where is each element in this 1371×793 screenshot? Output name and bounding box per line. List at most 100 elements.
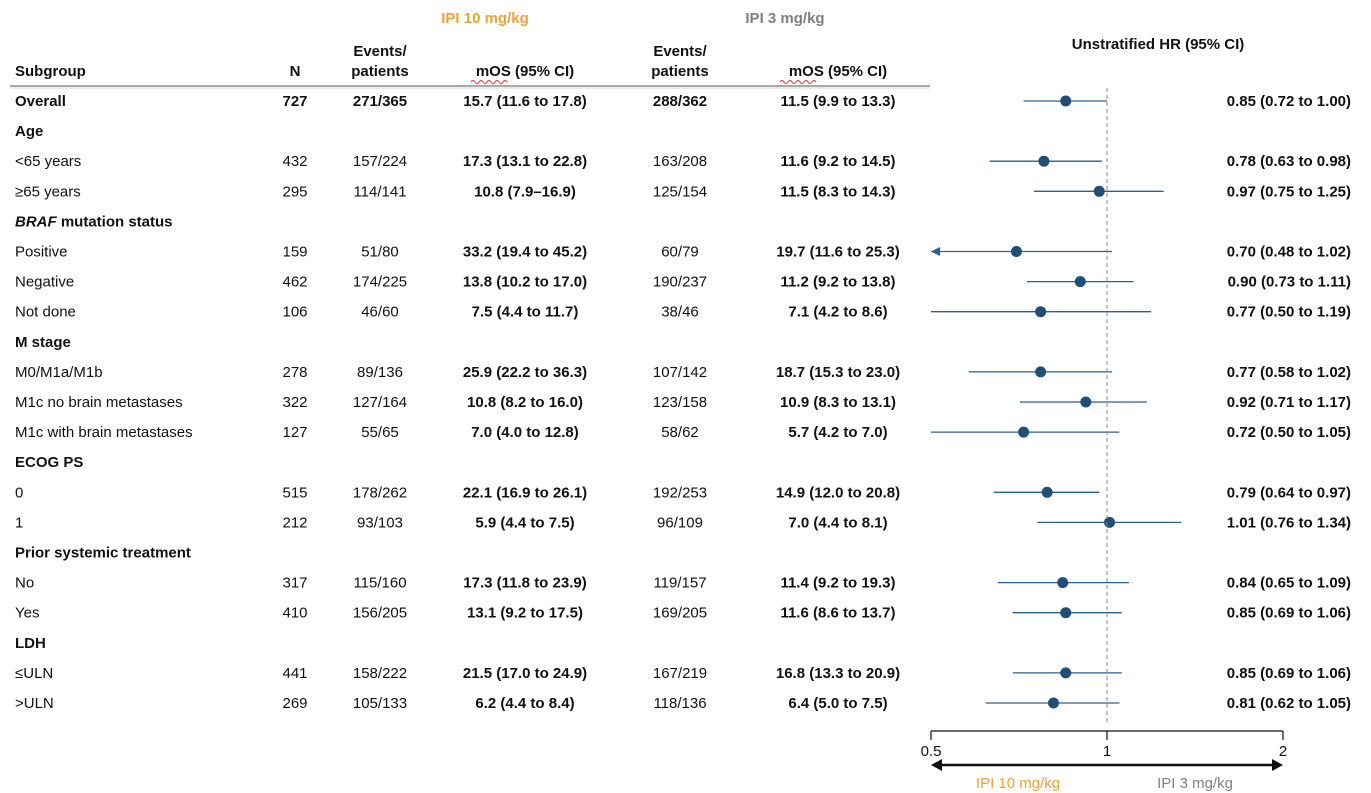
- x-axis-tick-label: 0.5: [921, 743, 942, 760]
- events-ipi10: 271/365: [353, 93, 407, 110]
- events-ipi10: 158/222: [353, 665, 407, 682]
- group-header-ipi10: IPI 10 mg/kg: [441, 10, 529, 27]
- subgroup-label: No: [15, 575, 34, 592]
- hr-point: [1074, 276, 1086, 288]
- mos-ipi3: 19.7 (11.6 to 25.3): [776, 244, 899, 261]
- events-ipi3: 190/237: [653, 274, 707, 291]
- mos-ipi10: 17.3 (13.1 to 22.8): [463, 153, 587, 170]
- hr-point: [1060, 667, 1072, 679]
- events-ipi3: 96/109: [657, 514, 703, 531]
- events-ipi10: 115/160: [353, 575, 406, 592]
- hr-point: [1047, 697, 1059, 709]
- hr-text: 0.97 (0.75 to 1.25): [1227, 183, 1351, 200]
- mos-ipi10: 13.8 (10.2 to 17.0): [463, 274, 587, 291]
- mos-ipi10: 13.1 (9.2 to 17.5): [467, 605, 583, 622]
- hr-text: 0.85 (0.69 to 1.06): [1227, 605, 1351, 622]
- mos-ipi3: 11.6 (8.6 to 13.7): [780, 605, 895, 622]
- subgroup-header-text: ECOG PS: [15, 454, 83, 471]
- subgroup-label: Not done: [15, 304, 76, 321]
- n-value: 269: [282, 695, 307, 712]
- hr-point: [1018, 426, 1030, 438]
- col-header-events3-line2: patients: [651, 63, 709, 80]
- hr-text: 0.85 (0.69 to 1.06): [1227, 665, 1351, 682]
- events-ipi10: 114/141: [353, 183, 406, 200]
- subgroup-header-text: Prior systemic treatment: [15, 545, 191, 562]
- subgroup-header: ECOG PS: [15, 454, 83, 471]
- x-axis-tick-label: 2: [1279, 743, 1287, 760]
- events-ipi3: 118/136: [653, 695, 706, 712]
- spellcheck-underline: [779, 80, 817, 84]
- mos-ipi10: 15.7 (11.6 to 17.8): [463, 93, 586, 110]
- mos-ipi10: 10.8 (7.9–16.9): [474, 183, 576, 200]
- col-header-events10-line2: patients: [351, 63, 409, 80]
- hr-text: 0.72 (0.50 to 1.05): [1227, 424, 1351, 441]
- events-ipi10: 105/133: [353, 695, 407, 712]
- events-ipi10: 157/224: [353, 153, 407, 170]
- events-ipi10: 156/205: [353, 605, 407, 622]
- subgroup-header-text: LDH: [15, 635, 46, 652]
- subgroup-label: ≥65 years: [15, 183, 81, 200]
- events-ipi10: 55/65: [361, 424, 399, 441]
- events-ipi3: 107/142: [653, 364, 707, 381]
- mos-ipi10: 7.5 (4.4 to 11.7): [472, 304, 579, 321]
- n-value: 159: [282, 244, 307, 261]
- subgroup-header-text: Age: [15, 123, 43, 140]
- events-ipi3: 167/219: [653, 665, 707, 682]
- subgroup-label: 0: [15, 484, 23, 501]
- n-value: 462: [282, 274, 307, 291]
- n-value: 432: [282, 153, 307, 170]
- hr-point: [1104, 516, 1116, 528]
- events-ipi3: 119/157: [653, 575, 706, 592]
- hr-point: [1060, 95, 1072, 107]
- subgroup-label: >ULN: [15, 695, 54, 712]
- mos-ipi3: 16.8 (13.3 to 20.9): [776, 665, 900, 682]
- hr-text: 0.77 (0.50 to 1.19): [1227, 304, 1351, 321]
- events-ipi10: 127/164: [353, 394, 407, 411]
- mos-ipi10: 21.5 (17.0 to 24.9): [463, 665, 587, 682]
- col-header-mos3: mOS (95% CI): [789, 63, 887, 80]
- hr-text: 0.84 (0.65 to 1.09): [1227, 575, 1351, 592]
- hr-text: 0.90 (0.73 to 1.11): [1228, 274, 1351, 291]
- mos-ipi3: 7.1 (4.2 to 8.6): [788, 304, 887, 321]
- mos-ipi10: 7.0 (4.0 to 12.8): [471, 424, 579, 441]
- n-value: 441: [282, 665, 307, 682]
- subgroup-header-text: mutation status: [57, 213, 173, 230]
- mos-ipi3: 11.2 (9.2 to 13.8): [780, 274, 895, 291]
- hr-text: 0.78 (0.63 to 0.98): [1227, 153, 1351, 170]
- mos-ipi3: 7.0 (4.4 to 8.1): [788, 514, 887, 531]
- events-ipi10: 93/103: [357, 514, 403, 531]
- subgroup-label: M0/M1a/M1b: [15, 364, 103, 381]
- events-ipi3: 60/79: [661, 244, 699, 261]
- mos-ipi3: 11.5 (8.3 to 14.3): [780, 183, 895, 200]
- mos-ipi10: 6.2 (4.4 to 8.4): [475, 695, 574, 712]
- events-ipi3: 58/62: [661, 424, 699, 441]
- mos-ipi10: 22.1 (16.9 to 26.1): [463, 484, 587, 501]
- n-value: 410: [282, 605, 307, 622]
- n-value: 295: [282, 183, 307, 200]
- col-header-events3-line1: Events/: [653, 43, 707, 60]
- subgroup-label: M1c no brain metastases: [15, 394, 183, 411]
- hr-point: [1010, 246, 1022, 257]
- hr-text: 0.92 (0.71 to 1.17): [1227, 394, 1351, 411]
- subgroup-header: LDH: [15, 635, 46, 652]
- col-header-subgroup: Subgroup: [15, 63, 86, 80]
- events-ipi3: 123/158: [653, 394, 707, 411]
- mos-ipi3: 11.6 (9.2 to 14.5): [780, 153, 895, 170]
- hr-text: 0.85 (0.72 to 1.00): [1227, 93, 1351, 110]
- n-value: 515: [282, 484, 307, 501]
- hr-point: [1038, 155, 1050, 167]
- hr-text: 0.79 (0.64 to 0.97): [1227, 484, 1351, 501]
- col-header-events10-line1: Events/: [353, 43, 407, 60]
- mos-ipi3: 5.7 (4.2 to 7.0): [788, 424, 887, 441]
- subgroup-label: Overall: [15, 93, 66, 110]
- events-ipi3: 288/362: [653, 93, 707, 110]
- spellcheck-underline: [470, 80, 508, 84]
- hr-point: [1093, 185, 1105, 197]
- x-axis-tick-label: 1: [1103, 743, 1111, 760]
- subgroup-label: Negative: [15, 274, 74, 291]
- direction-arrow-left: [931, 759, 942, 771]
- subgroup-label: <65 years: [15, 153, 81, 170]
- mos-ipi3: 11.4 (9.2 to 19.3): [780, 575, 895, 592]
- table-rows: Overall 727 271/365 15.7 (11.6 to 17.8) 288/…: [15, 93, 1351, 712]
- subgroup-label: 1: [15, 514, 23, 531]
